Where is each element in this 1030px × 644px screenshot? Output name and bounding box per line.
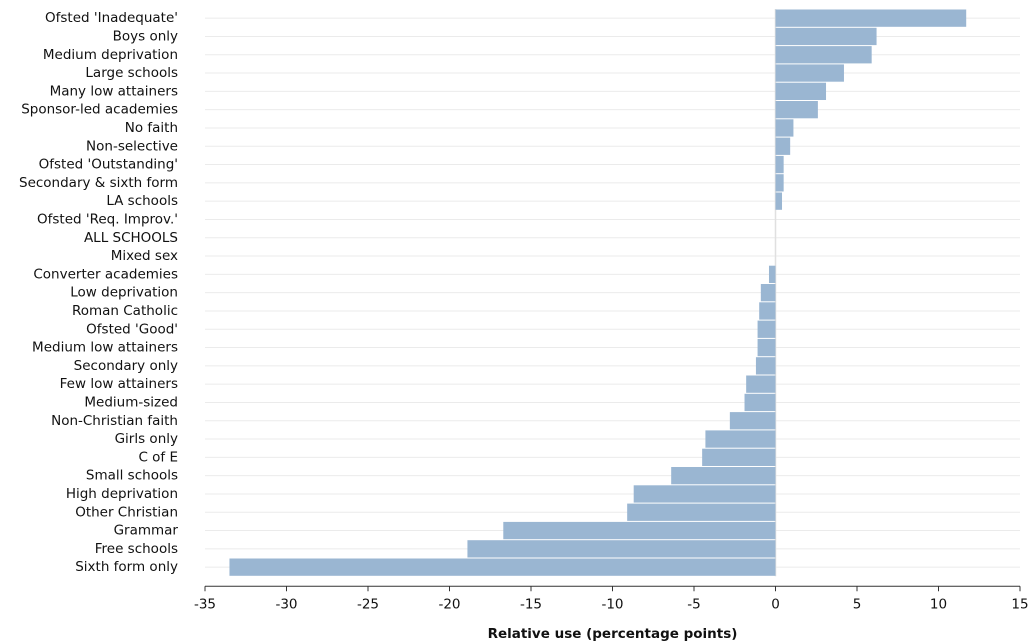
x-tick-label: -5 [687,596,700,612]
bar [776,174,784,191]
bar [776,119,794,136]
x-tick-label: 0 [771,596,780,612]
bar [759,302,775,319]
category-label: Ofsted 'Inadequate' [45,10,178,26]
category-label: Free schools [95,541,178,557]
bar [746,376,775,393]
bar [671,467,775,484]
bar [776,101,818,118]
category-label: Grammar [114,523,179,539]
bar [776,138,791,155]
x-tick-label: 5 [853,596,862,612]
category-label: Low deprivation [70,285,178,301]
x-tick-label: 10 [930,596,947,612]
bar [776,193,783,210]
bar [761,284,776,301]
category-label: Medium-sized [84,394,178,410]
category-label: High deprivation [66,486,178,502]
bar [758,321,776,338]
bar [776,83,827,100]
category-label: Few low attainers [60,376,178,392]
category-label: Medium low attainers [32,340,178,356]
bar [776,10,967,27]
bar [503,522,775,539]
category-label: Non-selective [86,138,178,154]
bar [745,394,776,411]
category-label: No faith [125,120,178,136]
category-label: ALL SCHOOLS [84,230,178,246]
bar [730,412,776,429]
bar [702,449,775,466]
category-label: Converter academies [33,266,178,282]
category-label: Small schools [86,468,178,484]
x-tick-label: -20 [438,596,460,612]
bar [705,430,775,447]
bar [758,339,776,356]
bar [776,64,844,81]
category-label: Secondary only [74,358,178,374]
category-label: Many low attainers [50,83,178,99]
x-axis-title: Relative use (percentage points) [488,626,738,642]
category-label: Boys only [113,28,178,44]
bar [634,485,776,502]
category-label: Sixth form only [75,559,178,575]
category-label: Secondary & sixth form [19,175,178,191]
bar [776,156,784,173]
category-label: Large schools [85,65,178,81]
category-label: Non-Christian faith [51,413,178,429]
category-label: LA schools [106,193,178,209]
category-label: C of E [138,449,178,465]
category-label: Medium deprivation [43,47,178,63]
category-label: Ofsted 'Good' [86,321,178,337]
category-label: Mixed sex [111,248,178,264]
x-tick-label: -25 [357,596,379,612]
category-label: Girls only [115,431,178,447]
bar [756,357,776,374]
x-tick-label: -15 [520,596,542,612]
x-tick-label: -35 [194,596,216,612]
bar [467,540,775,557]
category-label: Sponsor-led academies [21,102,178,118]
bar [769,266,776,283]
bar [776,46,872,63]
category-label: Roman Catholic [72,303,178,319]
category-label: Other Christian [75,504,178,520]
bar [229,559,775,576]
bar [627,504,775,521]
bar [776,28,877,45]
x-tick-label: -30 [275,596,297,612]
x-tick-label: 15 [1011,596,1028,612]
category-label: Ofsted 'Req. Improv.' [37,211,178,227]
category-label: Ofsted 'Outstanding' [39,157,178,173]
x-tick-label: -10 [601,596,623,612]
